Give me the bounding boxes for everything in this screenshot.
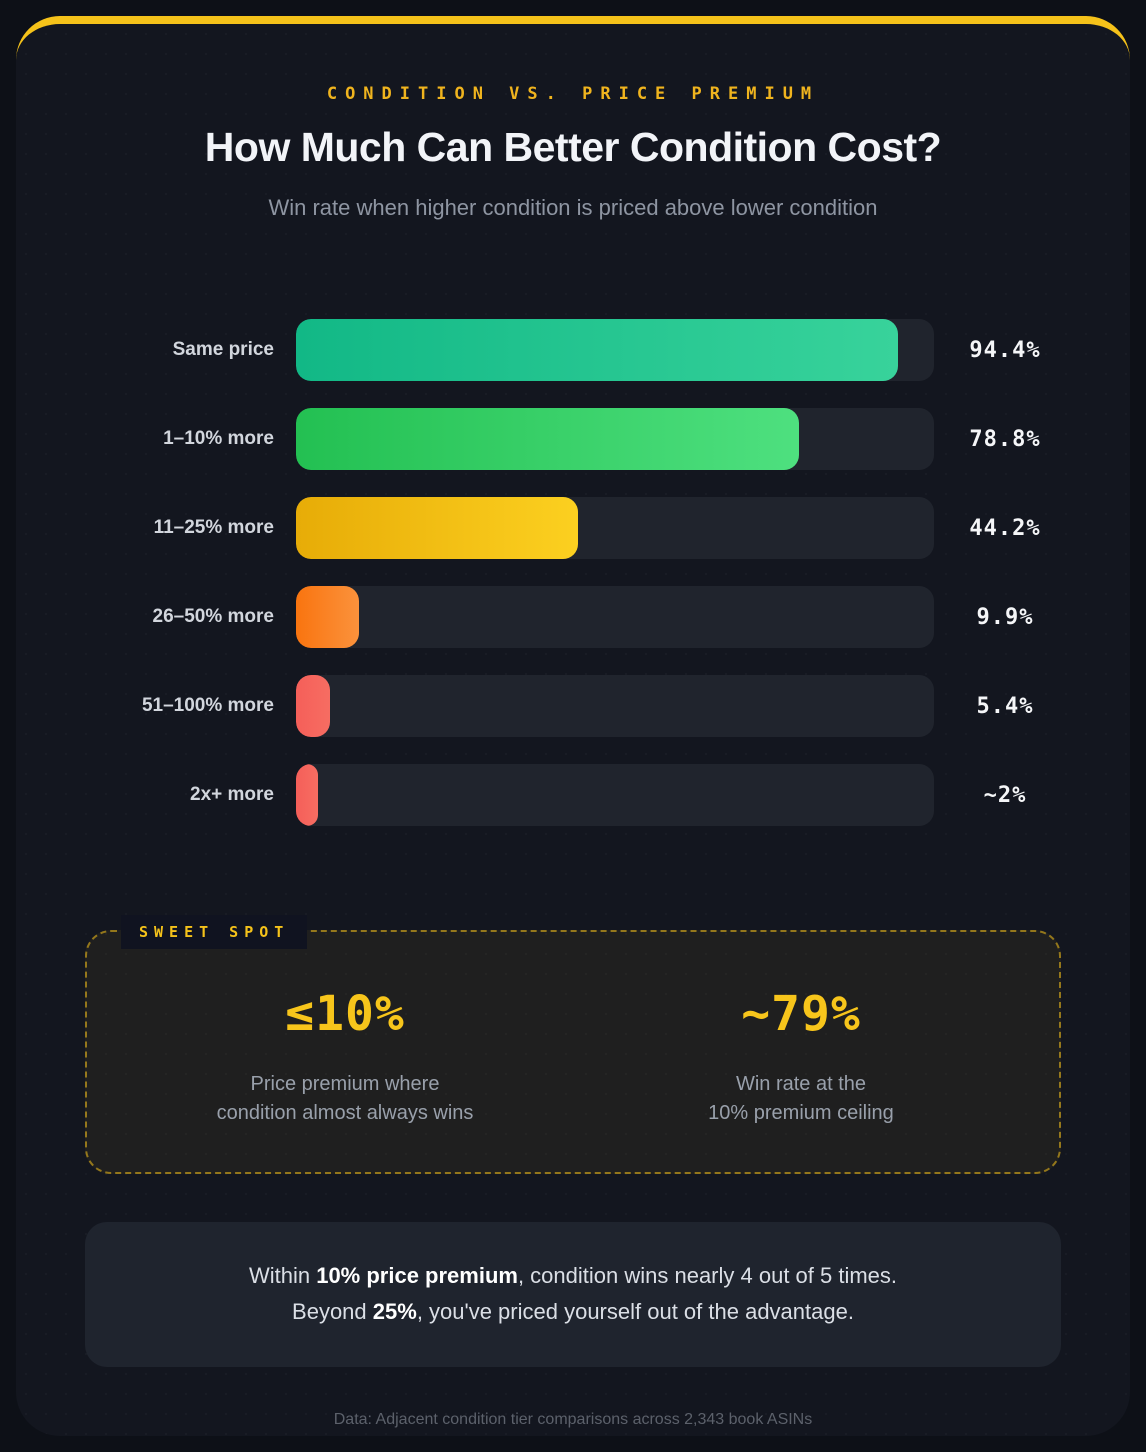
takeaway-highlight: 25% xyxy=(372,1299,417,1325)
bar-row: 1–10% more 78.8% xyxy=(74,408,1076,470)
bar-category-label: 1–10% more xyxy=(163,428,274,449)
infographic-card: CONDITION VS. PRICE PREMIUM How Much Can… xyxy=(16,16,1130,1436)
bar-chart: Same price 94.4% 1–10% more 78.8% 11–25% mor… xyxy=(16,319,1130,826)
stat-caption-line: Win rate at the xyxy=(735,1073,867,1095)
stat-caption-line: Price premium where xyxy=(250,1073,440,1095)
bar-row: 51–100% more 5.4% xyxy=(74,675,1076,737)
takeaway-highlight: 10% price premium xyxy=(316,1263,518,1288)
bar-value-label: 94.4% xyxy=(969,337,1041,363)
page-title: How Much Can Better Condition Cost? xyxy=(204,124,942,170)
bar-row: 26–50% more 9.9% xyxy=(74,586,1076,648)
bar-category-label: 51–100% more xyxy=(141,695,274,716)
stat-caption-line: condition almost always wins xyxy=(216,1102,474,1124)
bar-row: 11–25% more 44.2% xyxy=(74,497,1076,559)
bar-value-label: 44.2% xyxy=(969,515,1041,541)
stat-value: ≤10% xyxy=(285,986,405,1042)
bar-track xyxy=(296,497,934,559)
takeaway-text: , condition wins nearly 4 out of 5 times… xyxy=(517,1263,898,1288)
bar-value-label: 78.8% xyxy=(969,426,1041,452)
eyebrow-label: CONDITION VS. PRICE PREMIUM xyxy=(326,84,820,104)
stat-value: ~79% xyxy=(741,986,861,1042)
bar-fill xyxy=(296,497,578,559)
takeaway-text: , you've priced yourself out of the adva… xyxy=(416,1299,854,1325)
bar-row: Same price 94.4% xyxy=(74,319,1076,381)
stat-premium-ceiling: ≤10% Price premium where condition almos… xyxy=(117,986,573,1128)
stat-caption: Price premium where condition almost alw… xyxy=(117,1070,573,1128)
bar-fill xyxy=(296,675,331,737)
sweet-spot-tag: SWEET SPOT xyxy=(121,915,308,949)
sweet-spot-stats: ≤10% Price premium where condition almos… xyxy=(117,986,1029,1128)
takeaway-text: Within xyxy=(248,1263,317,1288)
bar-track xyxy=(296,408,934,470)
bar-fill xyxy=(296,586,360,648)
bar-track xyxy=(296,319,934,381)
bar-track xyxy=(296,675,934,737)
stat-caption-line: 10% premium ceiling xyxy=(708,1102,894,1124)
bar-row: 2x+ more ~2% xyxy=(74,764,1076,826)
bar-track xyxy=(296,586,934,648)
page-subtitle: Win rate when higher condition is priced… xyxy=(268,195,878,220)
takeaway-panel: Within 10% price premium, condition wins… xyxy=(85,1222,1061,1367)
bar-fill xyxy=(296,408,799,470)
data-source-note: Data: Adjacent condition tier comparison… xyxy=(333,1410,813,1428)
sweet-spot-panel: SWEET SPOT ≤10% Price premium where cond… xyxy=(85,915,1061,1174)
bar-value-label: 5.4% xyxy=(976,693,1034,719)
header: CONDITION VS. PRICE PREMIUM How Much Can… xyxy=(16,24,1130,221)
bar-category-label: 26–50% more xyxy=(152,606,274,627)
bar-category-label: Same price xyxy=(172,339,274,360)
bar-category-label: 2x+ more xyxy=(190,784,274,805)
bar-track xyxy=(296,764,934,826)
bar-category-label: 11–25% more xyxy=(153,517,274,538)
bar-fill xyxy=(296,764,318,826)
takeaway-text: Beyond xyxy=(292,1299,373,1325)
stat-win-rate: ~79% Win rate at the 10% premium ceiling xyxy=(573,986,1029,1128)
bar-fill xyxy=(296,319,899,381)
stat-caption: Win rate at the 10% premium ceiling xyxy=(573,1070,1029,1128)
bar-value-label: ~2% xyxy=(983,782,1027,808)
bar-value-label: 9.9% xyxy=(976,604,1034,630)
